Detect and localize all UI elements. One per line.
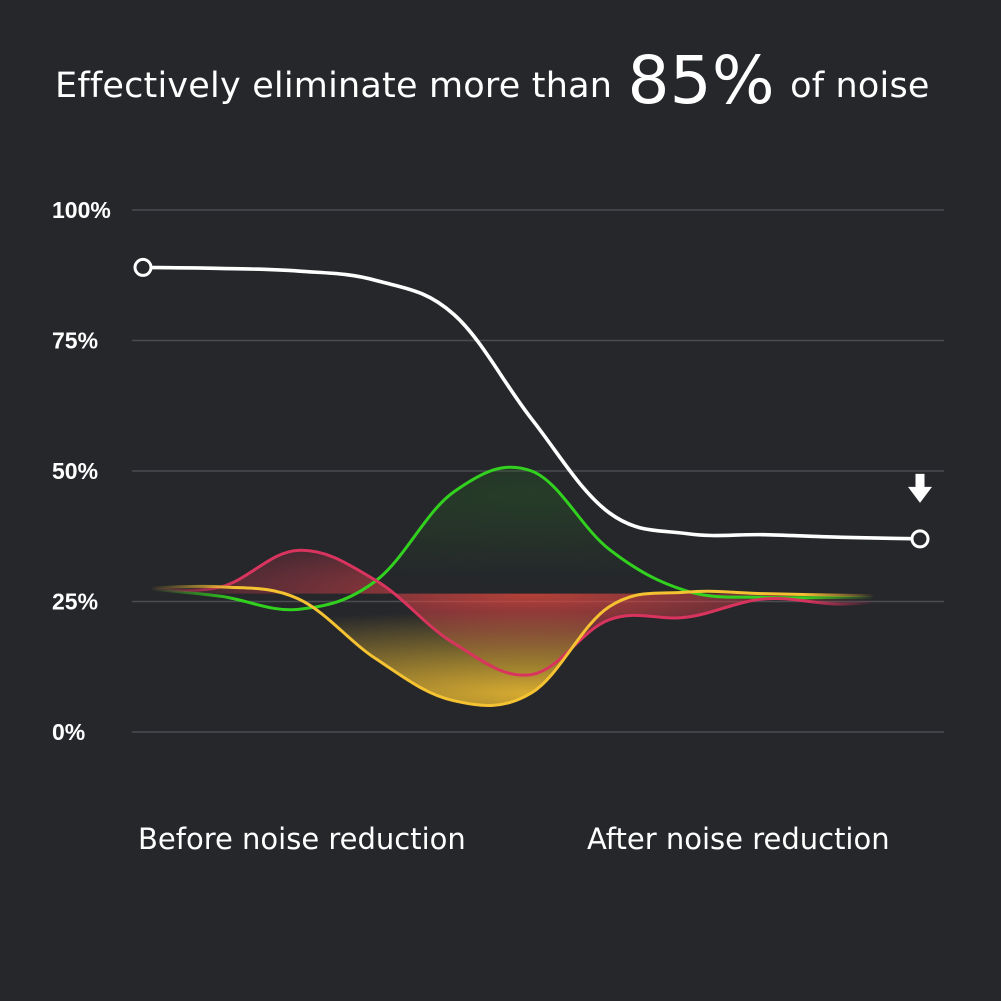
series-fill-green [143,467,920,610]
y-tick-label-0: 0% [52,719,85,745]
y-tick-label-100: 100% [52,197,111,223]
series-fill-yellow [143,586,920,706]
y-tick-label-25: 25% [52,589,98,615]
y-tick-label-75: 75% [52,328,98,354]
headline: Effectively eliminate more than 85% of n… [55,48,975,114]
series-line-yellow [141,584,922,707]
before-noise-reduction-label: Before noise reduction [138,822,466,856]
point-total_noise-10 [910,529,930,549]
point-total_noise-0 [133,257,153,277]
series-line-total_noise [141,265,922,541]
marker-layer [133,257,932,549]
glow-fills [143,467,920,706]
headline-suffix: of noise [790,66,930,106]
y-axis-ticks: 0% 25% 50% 75% 100% [52,197,111,745]
down-arrow-icon [908,473,932,503]
series-line-red [141,548,922,677]
y-tick-label-50: 50% [52,458,98,484]
after-noise-reduction-label: After noise reduction [587,822,890,856]
headline-emphasis: 85% [627,42,775,119]
series-layer [141,265,922,707]
headline-prefix: Effectively eliminate more than [55,66,613,106]
